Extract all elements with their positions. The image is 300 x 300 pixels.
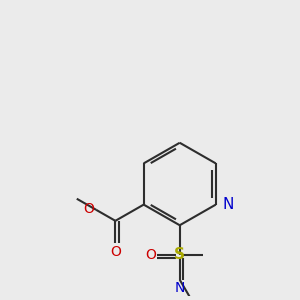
Text: O: O (83, 202, 94, 216)
Text: O: O (145, 248, 156, 262)
Text: N: N (222, 197, 234, 212)
Text: S: S (174, 247, 185, 262)
Text: N: N (175, 281, 185, 296)
Text: O: O (110, 245, 121, 259)
